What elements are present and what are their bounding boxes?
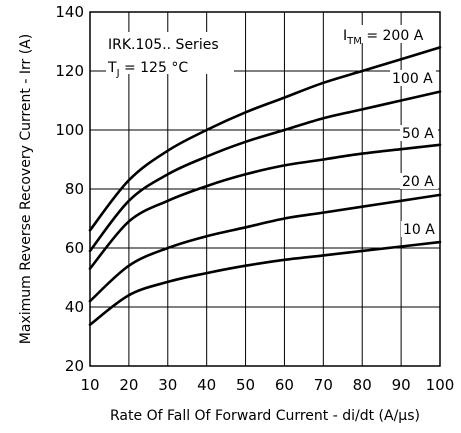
label-background-10 [401,221,437,237]
label-background-50 [400,125,438,141]
x-tick-label: 10 [80,376,99,394]
y-axis-label: Maximum Reverse Recovery Current - Irr (… [18,34,34,344]
x-tick-label: 100 [426,376,455,394]
x-tick-label: 60 [275,376,294,394]
y-tick-label: 80 [65,180,84,198]
itm-subscript: TM [346,36,362,47]
curve-label-50A: 50 A [402,126,434,142]
annotation-background [106,32,234,74]
curves [88,46,442,326]
curve-10A [88,240,442,326]
x-tick-label: 30 [158,376,177,394]
x-axis-label: Rate Of Fall Of Forward Current - di/dt … [110,408,420,424]
tj-subscript: J [116,68,120,79]
itm-value: = 200 A [362,28,424,44]
curve-labels: ITM = 200 A 100 A 50 A 20 A 10 A [341,25,438,238]
x-tick-label: 20 [119,376,138,394]
x-tick-label: 80 [353,376,372,394]
x-tick-label: 70 [314,376,333,394]
y-tick-label: 100 [55,121,84,139]
x-tick-label: 40 [197,376,216,394]
junction-temperature-annotation: TJ = 125 °C [107,60,188,79]
curve-200A [88,46,442,232]
curve-label-10A: 10 A [403,222,435,238]
curve-label-20A: 20 A [402,174,434,190]
y-tick-label: 60 [65,239,84,257]
x-tick-label: 50 [236,376,255,394]
tj-value: = 125 °C [120,60,189,76]
label-background-200 [341,25,425,43]
x-tick-label: 90 [392,376,411,394]
label-background-100 [390,70,436,86]
curve-100A [88,90,442,253]
curve-20A [88,193,442,303]
curve-50A [88,143,442,270]
y-tick-label: 140 [55,3,84,21]
curve-label-200A: ITM = 200 A [343,28,424,47]
tj-prefix: T [107,60,117,76]
y-tick-label: 20 [65,357,84,375]
itm-prefix: I [343,28,347,44]
curve-label-100A: 100 A [392,71,433,87]
y-tick-label: 120 [55,62,84,80]
annotation-box: IRK.105.. Series TJ = 125 °C [106,32,234,79]
plot-frame [89,11,441,367]
series-annotation: IRK.105.. Series [108,37,219,53]
label-background-20 [400,173,438,189]
y-tick-label: 40 [65,298,84,316]
